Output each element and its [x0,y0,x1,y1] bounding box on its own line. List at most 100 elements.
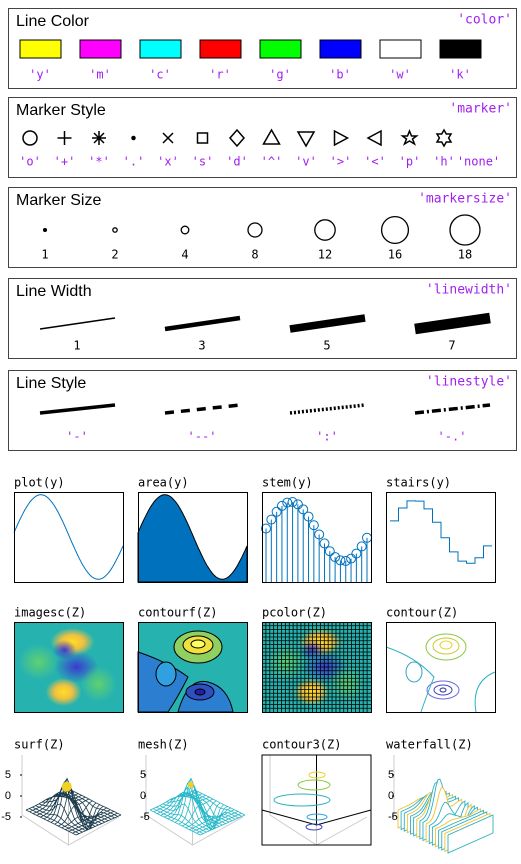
color-label: 'm' [89,68,111,82]
marker-label: 's' [192,155,214,169]
stairs [390,500,492,564]
marker [229,128,245,148]
contour3-line [308,771,326,779]
plot-label: contour(Z) [386,606,458,620]
stem-head [346,553,357,564]
contour3-line [273,793,331,807]
contour-line [474,671,496,713]
section-title: Line Color [16,13,90,30]
marker-shape [400,128,419,146]
thumbnail [137,492,248,583]
size-label: 4 [181,248,188,262]
stem-head [261,523,271,534]
plot-box [262,622,372,713]
contour-line [433,684,453,696]
color-label: 'y' [29,68,51,82]
plot-box [138,492,248,583]
line-plot [13,494,124,580]
marker-size [380,215,410,245]
section-key: 'linewidth' [426,283,512,298]
stem-head [330,552,341,563]
marker-shape [333,129,350,147]
marker [262,128,281,145]
thumbnail: 50-5 [1,755,122,846]
plot-label: plot(y) [14,476,65,490]
marker-label: '*' [88,155,110,169]
marker [92,131,106,145]
section-box [8,278,517,359]
marker [400,128,419,146]
peak [187,781,194,788]
size-label: 8 [251,248,258,262]
plot-label: contour3(Z) [262,738,341,752]
contour-region [194,688,206,696]
stem-head [303,511,314,522]
style-label: ':' [316,430,338,444]
contour3-line [297,779,331,791]
z-tick-label: 0 [388,790,394,802]
thumbnail: 50-5 [140,755,246,846]
section-box [8,187,517,268]
marker-label: 'x' [157,155,179,169]
plot-label: area(y) [138,476,189,490]
plot-label: waterfall(Z) [386,738,473,752]
color-label: 'k' [449,68,471,82]
section-key: 'marker' [449,102,512,117]
color-swatch [139,39,182,59]
color-label: 'w' [389,68,411,82]
size-label: 12 [318,248,332,262]
image-blob [45,678,82,706]
stem-head [356,541,367,552]
color-swatch [19,39,62,59]
marker-shape [229,128,245,148]
color-swatch [199,39,242,59]
marker [435,128,453,148]
size-label: 16 [388,248,402,262]
section-key: 'markersize' [418,192,512,207]
width-label: 5 [323,339,330,353]
contour-line [432,637,460,655]
waterfall-line [447,814,494,854]
marker-label: 'none' [457,155,500,169]
line-width [414,312,491,335]
marker-shape [92,131,106,145]
thumbnail [262,622,372,713]
stem-head [287,497,298,508]
contour3-line [306,813,328,821]
marker-shape [262,128,281,145]
z-tick-label: 0 [5,790,11,802]
marker-label: '.' [123,155,145,169]
marker [131,135,136,141]
thumbnail [385,622,496,713]
section-title: Line Style [16,375,86,392]
marker [366,129,382,147]
line-width [39,317,116,330]
contour-line [439,640,453,650]
thumbnail [386,492,496,583]
contour-line [385,646,435,713]
section-key: 'color' [457,13,512,28]
axes-3d [269,755,368,846]
plot-label: mesh(Z) [138,738,189,752]
image-blob [52,640,77,660]
plot-box [386,492,496,583]
marker-label: '<' [364,155,386,169]
contour-region [155,661,177,687]
marker [333,129,350,147]
z-tick-label: 5 [140,769,146,781]
plot-box [14,622,124,713]
color-label: 'r' [209,68,231,82]
stem-head [308,520,319,531]
stem-head [292,499,303,510]
width-label: 3 [198,339,205,353]
marker-size [42,227,48,233]
marker-shape [435,128,453,148]
stem-head [314,529,325,540]
size-label: 18 [458,248,472,262]
stem-head [351,548,362,559]
z-tick-label: -5 [1,811,11,823]
line-width [164,315,241,332]
color-swatch [439,39,482,59]
plot-label: surf(Z) [14,738,65,752]
